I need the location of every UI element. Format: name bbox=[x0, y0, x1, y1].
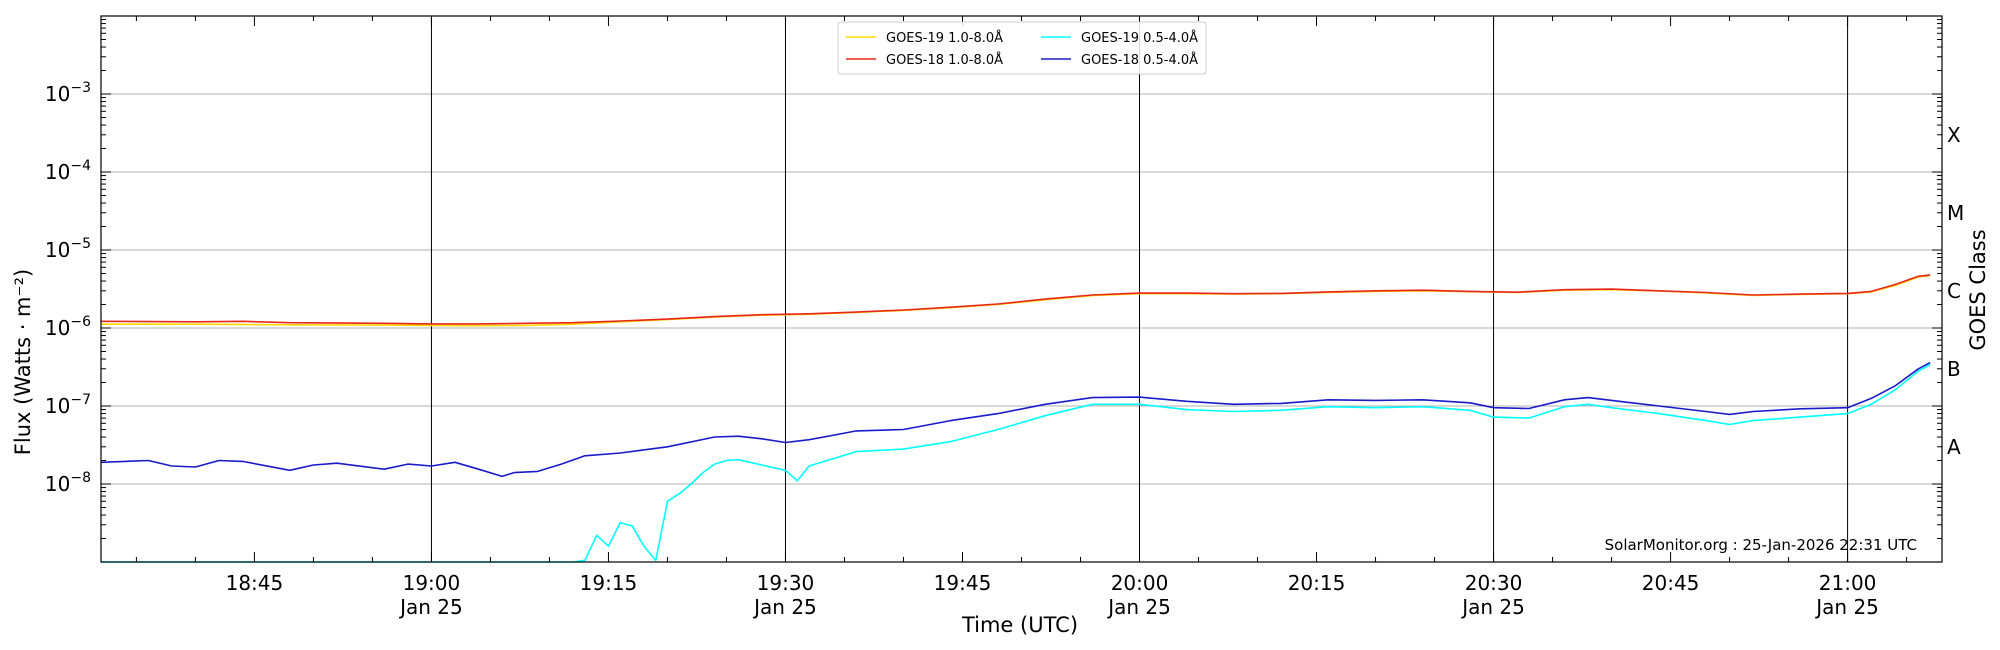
x-tick-date-label: Jan 25 bbox=[398, 595, 463, 619]
y-tick-mantissa: 10 bbox=[45, 472, 70, 496]
y-axis-title: Flux (Watts · m⁻²) bbox=[11, 269, 35, 455]
x-tick-date-label: Jan 25 bbox=[1106, 595, 1171, 619]
x-axis-title: Time (UTC) bbox=[961, 613, 1078, 637]
y-tick-label: 10−8 bbox=[45, 470, 91, 496]
legend-entry: GOES-18 1.0-8.0Å bbox=[886, 52, 1003, 68]
y-tick-mantissa: 10 bbox=[45, 82, 70, 106]
x-tick-label: 19:00 bbox=[403, 571, 461, 595]
y-tick-label: 10−5 bbox=[45, 236, 91, 262]
x-tick-label: 19:15 bbox=[580, 571, 638, 595]
x-tick-date-label: Jan 25 bbox=[1814, 595, 1879, 619]
legend-entry: GOES-19 1.0-8.0Å bbox=[886, 30, 1003, 46]
series-line bbox=[100, 274, 1931, 325]
y-tick-label: 10−6 bbox=[45, 314, 91, 340]
x-tick-date-label: Jan 25 bbox=[752, 595, 817, 619]
x-tick-label: 20:30 bbox=[1465, 571, 1523, 595]
x-tick-label: 20:45 bbox=[1642, 571, 1700, 595]
legend-entry: GOES-19 0.5-4.0Å bbox=[1081, 30, 1198, 46]
y-tick-mantissa: 10 bbox=[45, 394, 70, 418]
y-tick-mantissa: 10 bbox=[45, 160, 70, 184]
y-tick-label: 10−4 bbox=[45, 158, 91, 184]
plot-frame bbox=[100, 15, 1943, 563]
series-line bbox=[101, 363, 1931, 563]
credit-text: SolarMonitor.org : 25-Jan-2026 22:31 UTC bbox=[1605, 536, 1917, 554]
y-tick-exponent: −3 bbox=[70, 80, 91, 96]
legend-box bbox=[837, 21, 1207, 75]
y-tick-exponent: −6 bbox=[70, 314, 91, 330]
x-tick-label: 21:00 bbox=[1819, 571, 1877, 595]
grid-layer bbox=[101, 16, 1942, 562]
goes-class-label: A bbox=[1947, 435, 1961, 459]
y-tick-exponent: −5 bbox=[70, 236, 91, 252]
goes-class-label: B bbox=[1947, 357, 1961, 381]
series-layer bbox=[100, 274, 1931, 563]
series-line bbox=[101, 274, 1931, 327]
y2-axis-title: GOES Class bbox=[1966, 229, 1990, 350]
y-tick-mantissa: 10 bbox=[45, 316, 70, 340]
x-tick-label: 18:45 bbox=[226, 571, 284, 595]
legend: GOES-19 1.0-8.0Å GOES-18 1.0-8.0Å GOES-19 … bbox=[837, 21, 1207, 75]
x-tick-label: 20:15 bbox=[1288, 571, 1346, 595]
x-tick-label: 20:00 bbox=[1111, 571, 1169, 595]
x-tick-label: 19:45 bbox=[934, 571, 992, 595]
goes-class-label: X bbox=[1947, 123, 1961, 147]
x-tick-label: 19:30 bbox=[757, 571, 815, 595]
goes-class-label: M bbox=[1947, 201, 1964, 225]
y-tick-exponent: −4 bbox=[70, 158, 91, 174]
y-tick-label: 10−3 bbox=[45, 80, 91, 106]
y-tick-mantissa: 10 bbox=[45, 238, 70, 262]
series-line bbox=[100, 361, 1931, 478]
y-tick-exponent: −8 bbox=[70, 470, 91, 486]
goes-class-label: C bbox=[1947, 279, 1961, 303]
x-tick-date-label: Jan 25 bbox=[1460, 595, 1525, 619]
y-tick-label: 10−7 bbox=[45, 392, 91, 418]
y-tick-exponent: −7 bbox=[70, 392, 91, 408]
legend-entry: GOES-18 0.5-4.0Å bbox=[1081, 52, 1198, 68]
